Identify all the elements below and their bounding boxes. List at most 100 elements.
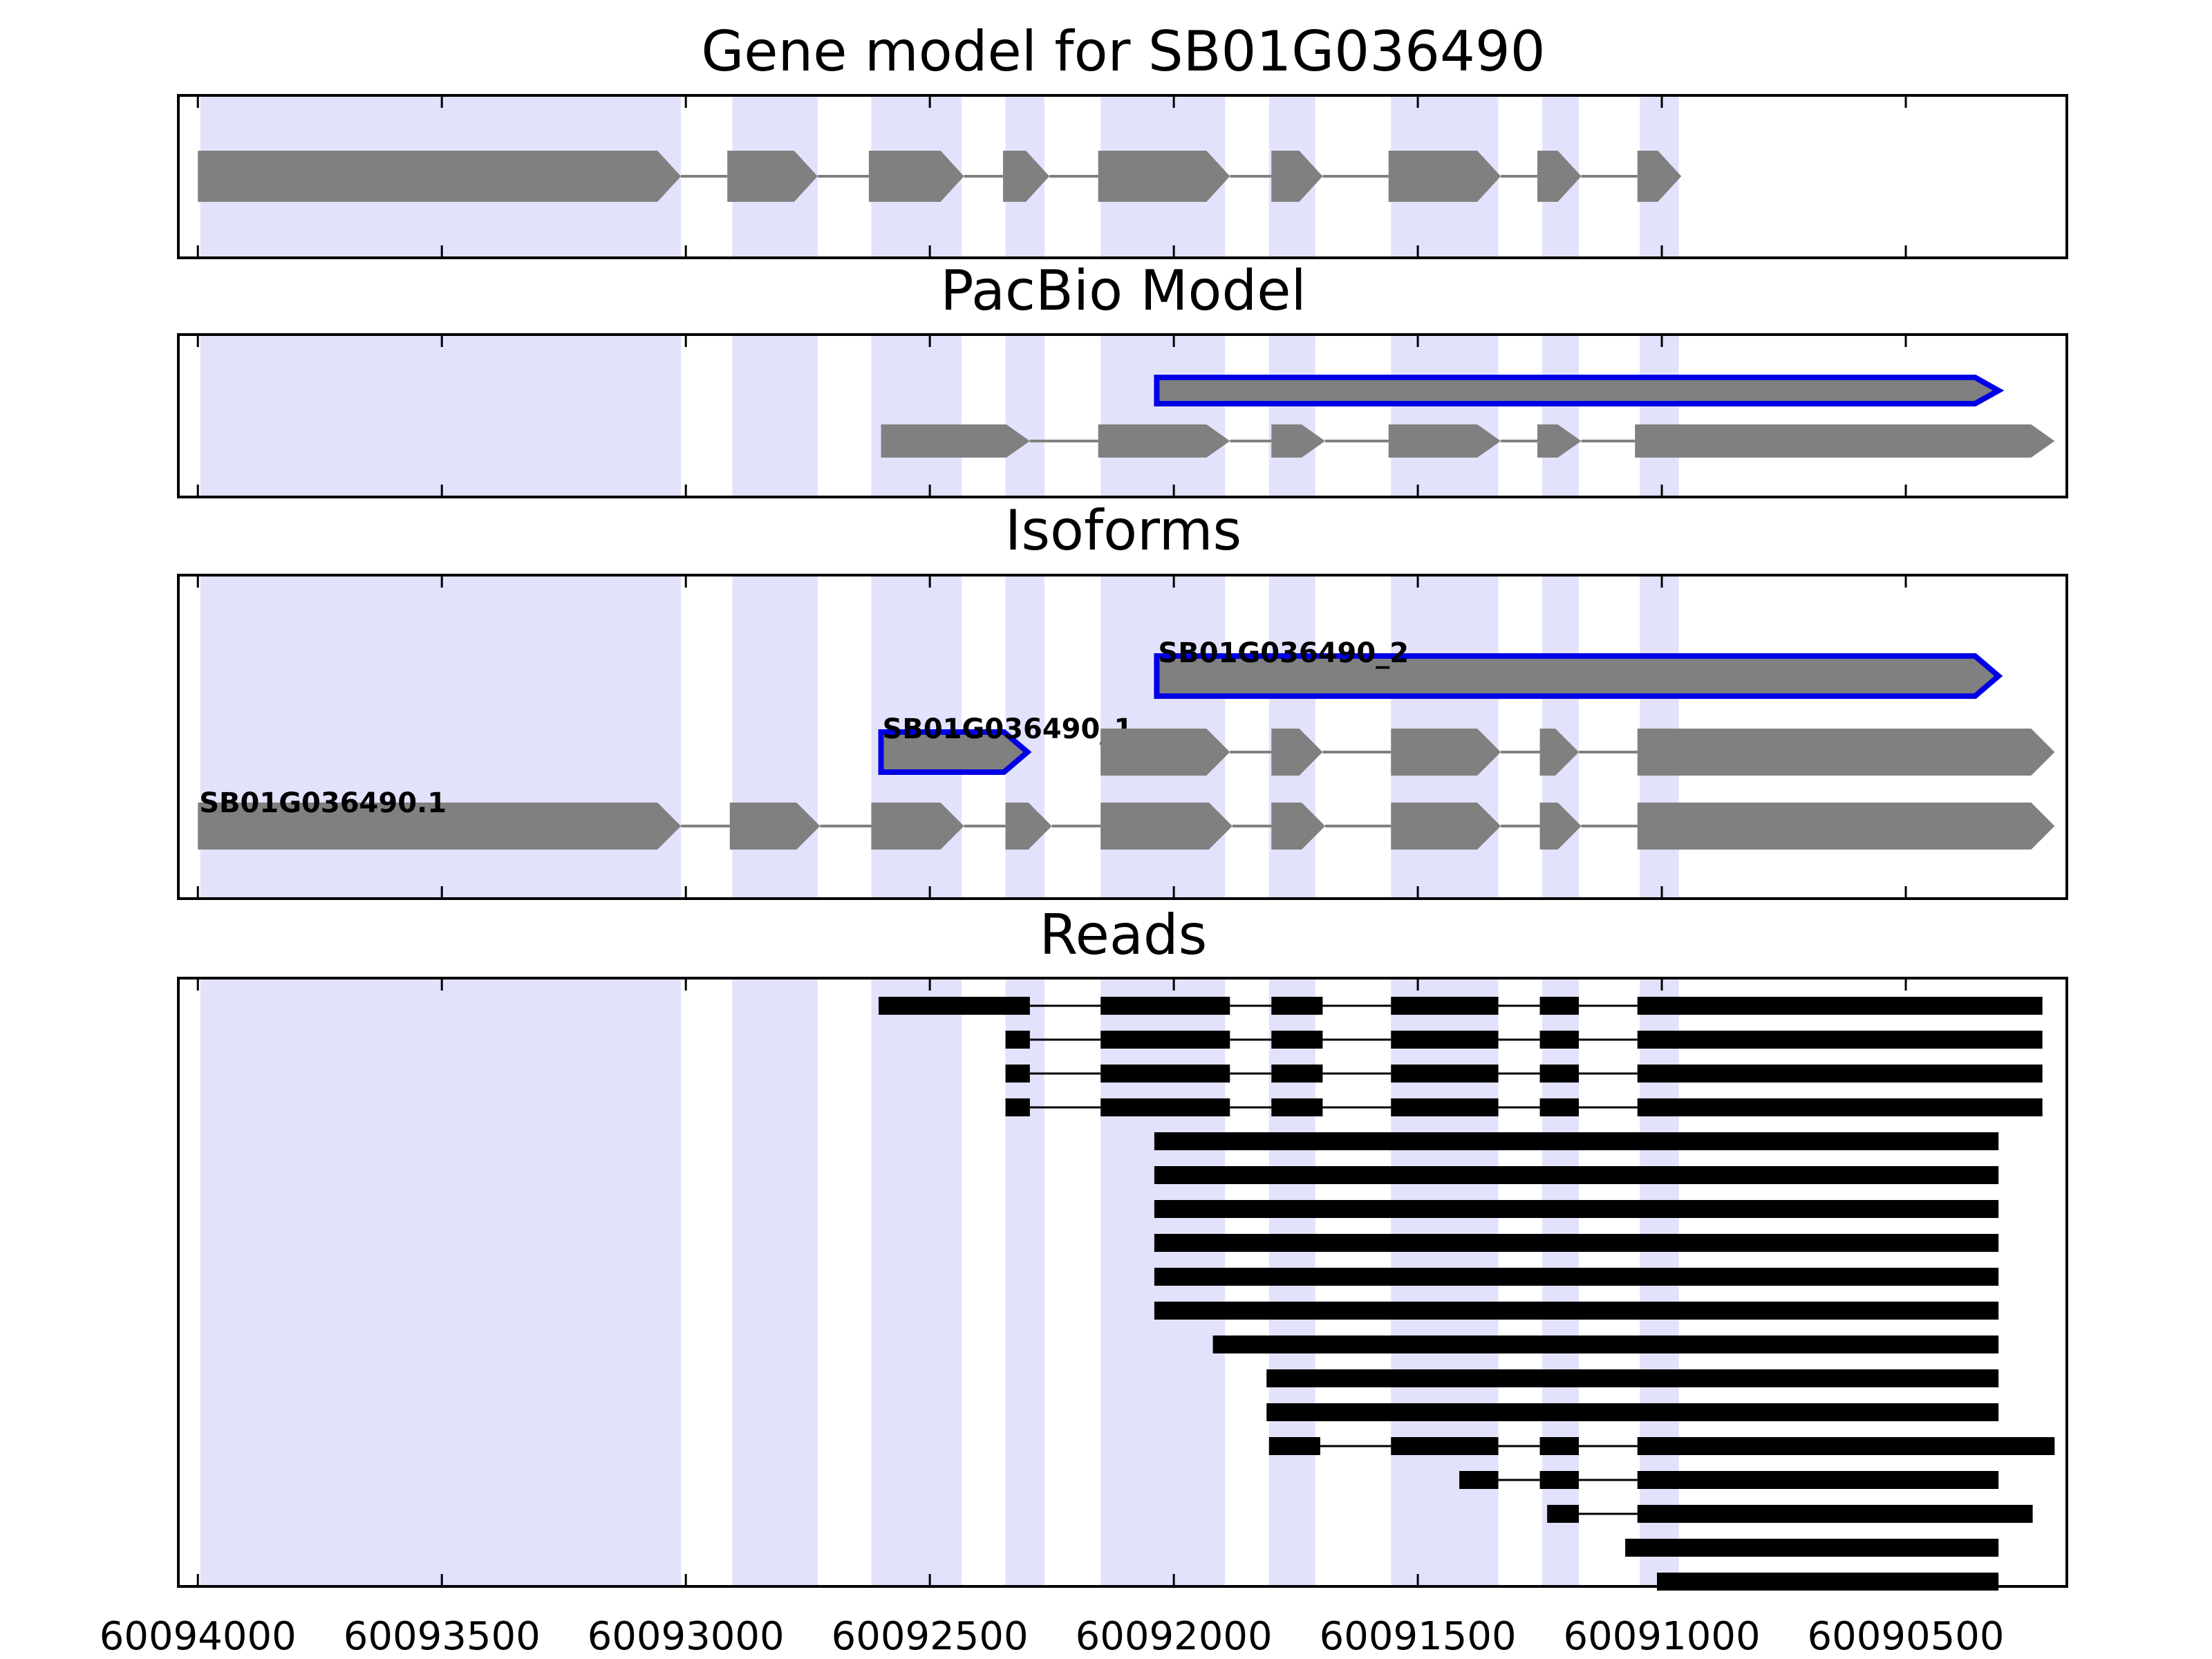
- read-block: [1154, 1132, 1999, 1150]
- highlight-band: [200, 978, 682, 1586]
- exon-block: [1154, 653, 2003, 699]
- read-block: [1154, 1200, 1999, 1218]
- read-block: [879, 997, 1030, 1015]
- read-row: [1005, 1031, 2043, 1049]
- panel-title-reads: Reads: [1040, 903, 1208, 967]
- highlight-band: [1640, 335, 1679, 497]
- x-tick-label: 60091000: [1564, 1614, 1761, 1659]
- panel-pacbio-model: PacBio Model: [177, 259, 2068, 498]
- exon-block: [878, 729, 1032, 775]
- x-axis-tick-labels: 60094000 60093500 60093000 60092500 60092000…: [100, 1614, 2005, 1659]
- read-block: [1100, 1098, 1230, 1116]
- exon-block: [198, 151, 682, 202]
- read-block: [1637, 997, 2043, 1015]
- transcript-row: [198, 151, 1682, 202]
- read-row: [1212, 1335, 1999, 1353]
- read-block: [1539, 997, 1580, 1015]
- exon-block: [1098, 151, 1230, 202]
- read-row: [1459, 1471, 1999, 1489]
- read-block: [1391, 1098, 1499, 1116]
- highlight-band: [200, 335, 682, 497]
- panel-title-pacbio-model: PacBio Model: [940, 259, 1306, 323]
- exon-block: [1271, 803, 1325, 850]
- exon-block: [1637, 729, 2055, 776]
- panel-isoforms: Isoforms SB01G036490_2 SB01G036490_1 SB01G…: [177, 498, 2068, 900]
- x-tick-label: 60091500: [1320, 1614, 1517, 1659]
- read-block: [1271, 1065, 1323, 1082]
- read-block: [1657, 1573, 1999, 1591]
- x-tick-label: 60090500: [1808, 1614, 2005, 1659]
- exon-block: [1100, 729, 1230, 776]
- highlight-band: [1268, 335, 1315, 497]
- x-tick-label: 60093500: [344, 1614, 541, 1659]
- exon-block: [1100, 803, 1232, 850]
- read-block: [1637, 1031, 2043, 1049]
- transcript-row: SB01G036490_2: [1154, 637, 2003, 699]
- read-block: [1637, 1505, 2033, 1523]
- exon-block: [1391, 803, 1501, 850]
- x-tick-label: 60094000: [100, 1614, 297, 1659]
- read-block: [1459, 1471, 1499, 1489]
- exon-block: [868, 151, 964, 202]
- exon-block: [1537, 151, 1582, 202]
- isoform-label: SB01G036490.1: [199, 787, 447, 819]
- transcript-row: [881, 424, 2055, 458]
- read-row: [1005, 1065, 2043, 1082]
- panel-gene-model: Gene model for SB01G036490: [177, 19, 2068, 259]
- highlight-band: [732, 335, 818, 497]
- read-block: [1391, 1437, 1499, 1455]
- read-block: [1266, 1403, 1999, 1421]
- read-row: [1268, 1437, 2055, 1455]
- read-row: [1005, 1098, 2043, 1116]
- read-block: [1391, 1031, 1499, 1049]
- panel-frame-reads: [177, 977, 2068, 1588]
- highlight-band: [871, 978, 962, 1586]
- read-block: [1547, 1505, 1580, 1523]
- read-row: [1547, 1505, 2033, 1523]
- read-block: [1539, 1065, 1580, 1082]
- exon-block: [1637, 151, 1682, 202]
- exon-block: [729, 803, 821, 850]
- read-block: [1100, 1031, 1230, 1049]
- read-block: [1100, 997, 1230, 1015]
- read-block: [1271, 1031, 1323, 1049]
- highlight-band: [1100, 335, 1226, 497]
- read-block: [1154, 1234, 1999, 1252]
- panel-frame-gene-model: [177, 94, 2068, 259]
- exon-block: [871, 803, 964, 850]
- exon-block: [727, 151, 818, 202]
- read-block: [1154, 1268, 1999, 1286]
- read-block: [1539, 1471, 1580, 1489]
- read-block: [1154, 1166, 1999, 1184]
- exon-block: [1637, 803, 2055, 850]
- x-tick-label: 60092000: [1076, 1614, 1273, 1659]
- transcript-row: SB01G036490_1: [878, 713, 1133, 775]
- read-block: [1637, 1471, 1999, 1489]
- read-block: [1212, 1335, 1999, 1353]
- highlight-band: [1391, 335, 1499, 497]
- exon-block: [1005, 803, 1052, 850]
- exon-block: [1539, 729, 1580, 776]
- transcript-row: [1154, 375, 2005, 406]
- read-row: [1154, 1302, 1999, 1320]
- exon-block: [1098, 424, 1230, 458]
- read-block: [1539, 1098, 1580, 1116]
- highlight-band: [732, 978, 818, 1586]
- exon-block: [1388, 424, 1501, 458]
- highlight-band: [1005, 335, 1045, 497]
- exon-block: [198, 803, 682, 850]
- exon-block: [1154, 375, 2005, 406]
- read-block: [1637, 1098, 2043, 1116]
- read-row: [1154, 1268, 1999, 1286]
- highlight-band: [871, 335, 962, 497]
- read-block: [1637, 1437, 2055, 1455]
- panel-frame-pacbio-model: [177, 333, 2068, 498]
- exon-block: [1539, 803, 1582, 850]
- read-row: [1657, 1573, 1999, 1591]
- panel-frame-isoforms: [177, 574, 2068, 900]
- exon-block: [1003, 151, 1050, 202]
- read-block: [1625, 1539, 1999, 1557]
- read-block: [1539, 1437, 1580, 1455]
- x-tick-label: 60092500: [832, 1614, 1029, 1659]
- highlight-band: [200, 575, 682, 899]
